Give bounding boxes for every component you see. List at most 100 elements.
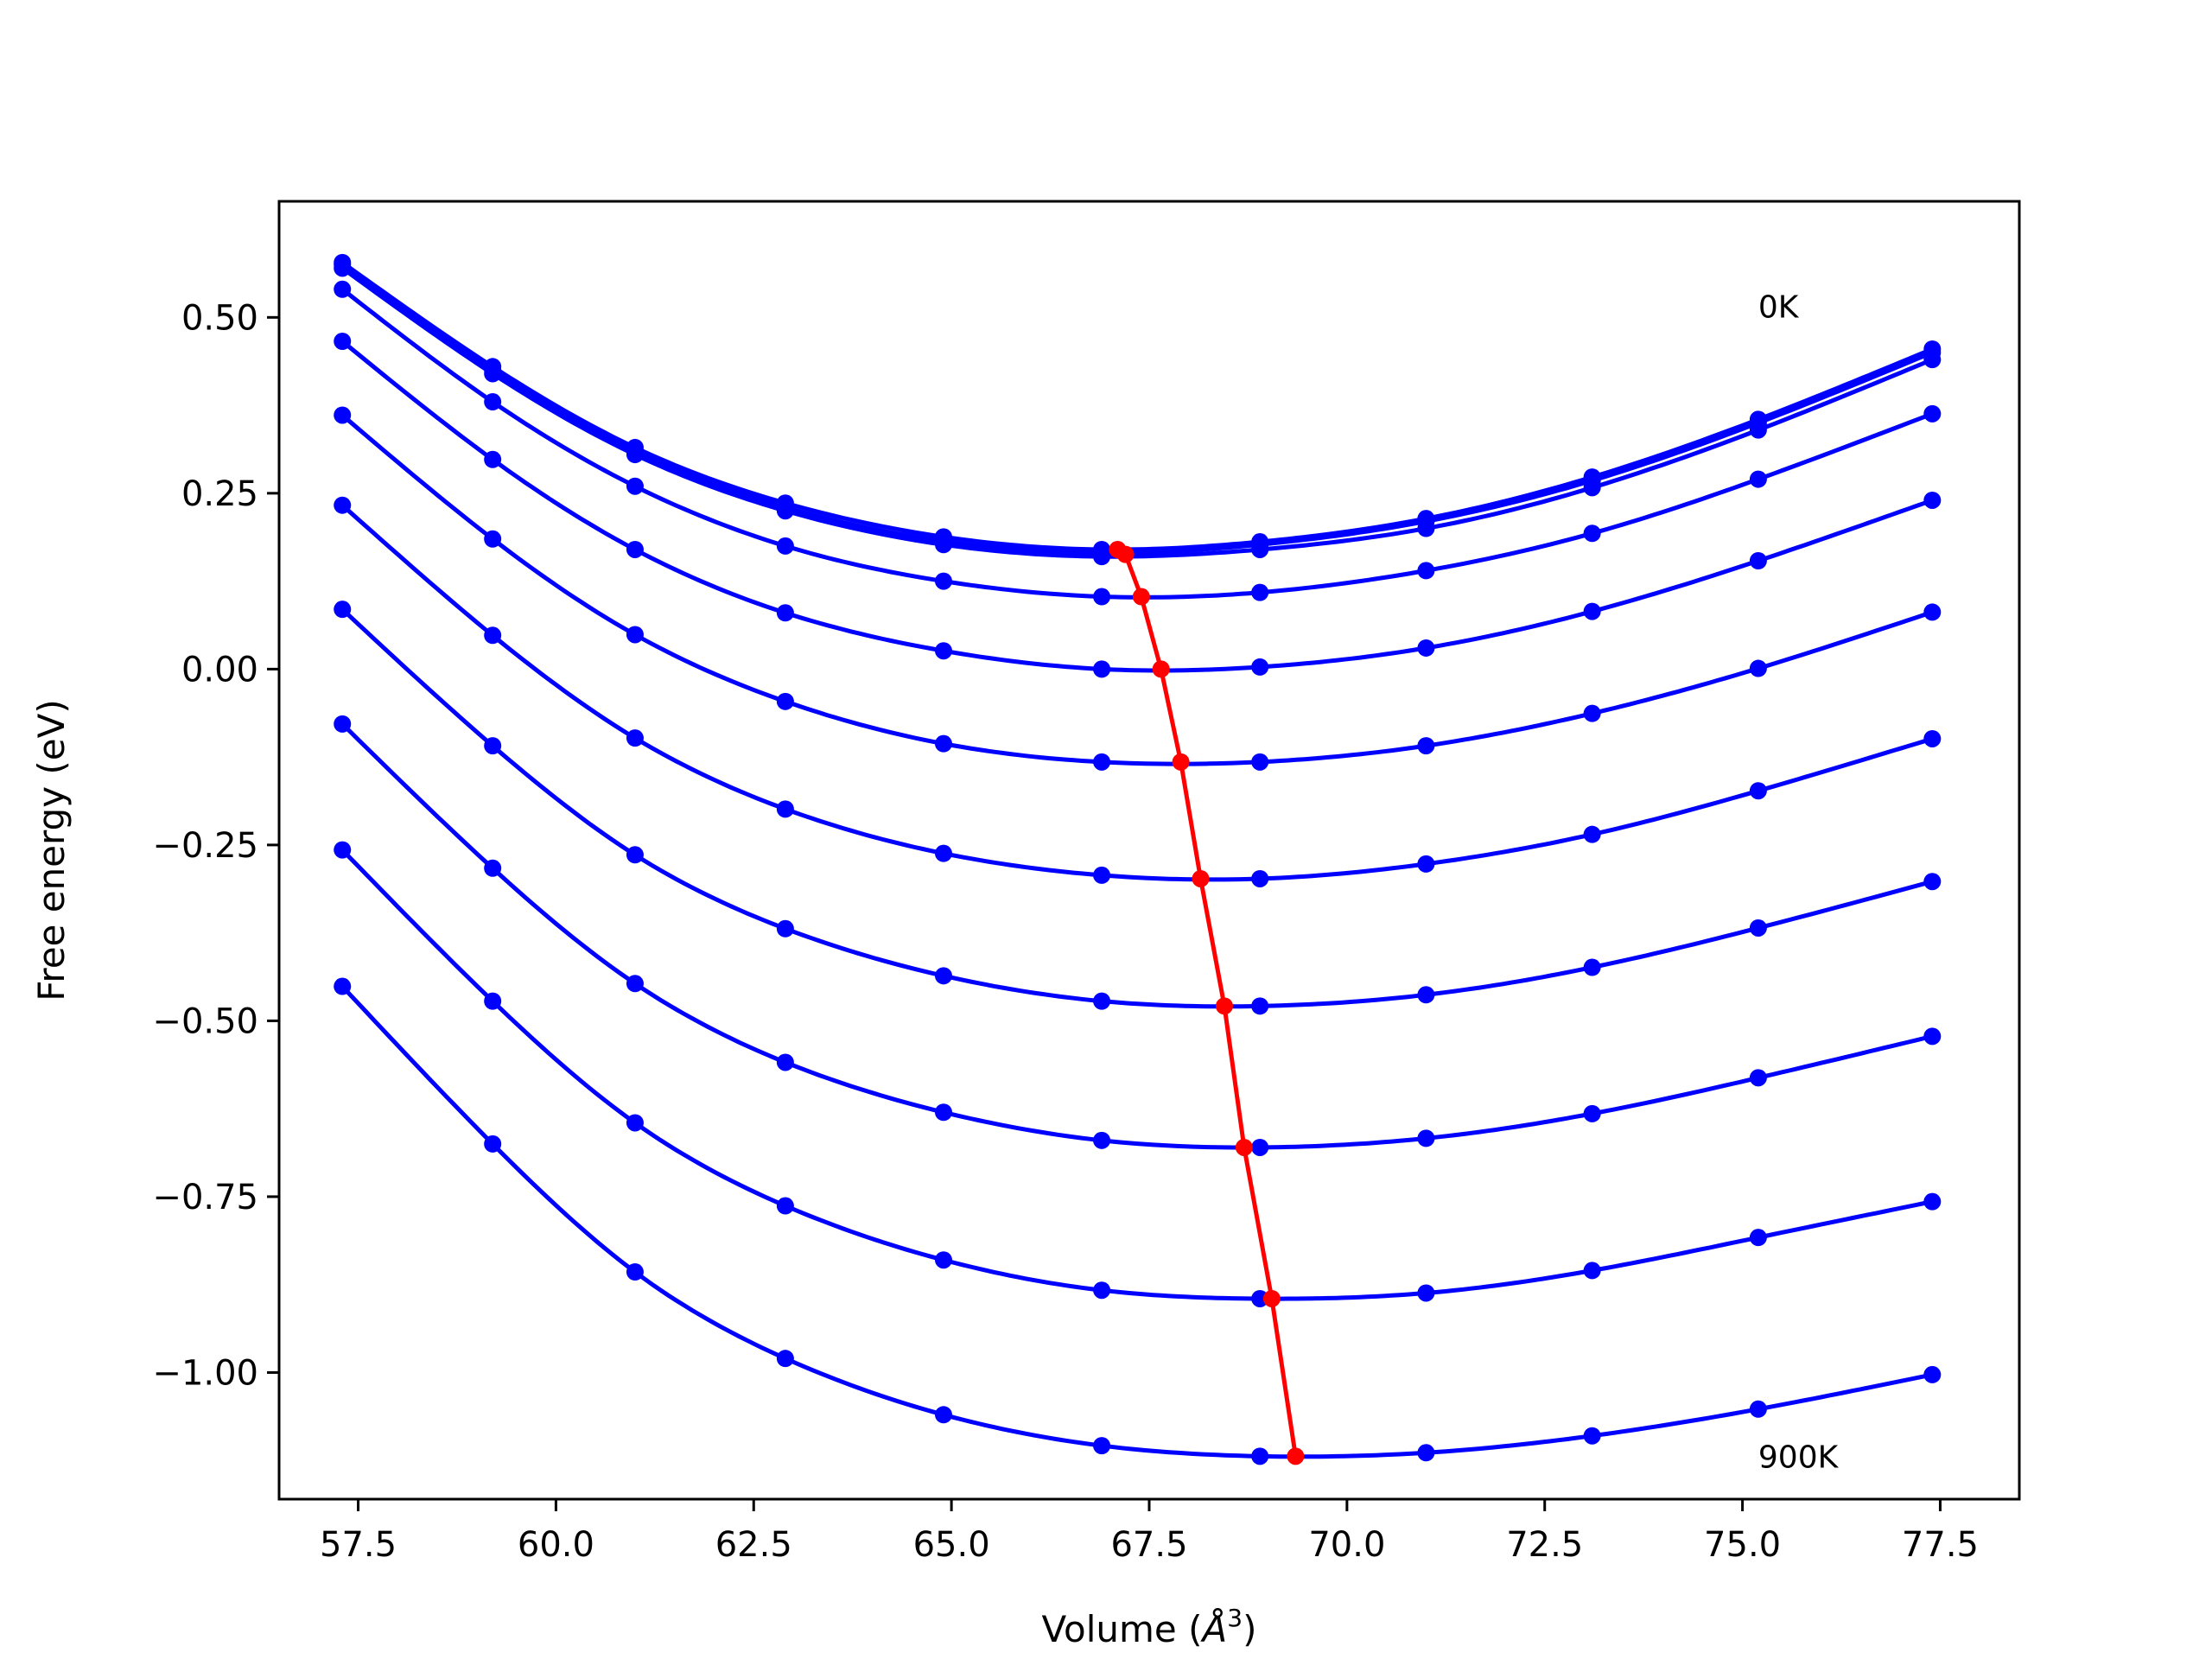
series-10-point-2: [626, 1263, 644, 1281]
x-axis-ticks: 57.5 60.0 62.5 65.0 67.5 70.0 72.5 75.0 77.5: [320, 1499, 1979, 1565]
series-2-point-4: [934, 536, 952, 554]
series-6-point-8: [1583, 825, 1601, 843]
series-8-point-8: [1583, 1104, 1601, 1122]
x-tick-label: 67.5: [1110, 1525, 1187, 1565]
series-4-point-9: [1749, 552, 1767, 570]
series-9-point-6: [1251, 1289, 1269, 1307]
series-4-point-5: [1093, 660, 1111, 678]
annotations: 0K 900K: [1758, 289, 1840, 1475]
series-3-point-2: [626, 477, 644, 495]
series-5-point-5: [1093, 753, 1111, 771]
minima-point-5: [1192, 869, 1210, 887]
series-9-point-3: [776, 1197, 794, 1215]
series-10-point-8: [1583, 1427, 1601, 1445]
minima-point-6: [1215, 997, 1233, 1015]
series-2-point-2: [626, 446, 644, 464]
series-6-point-6: [1251, 869, 1269, 887]
series-6-point-1: [484, 626, 502, 645]
series-2-point-1: [484, 365, 502, 383]
series-8-point-9: [1749, 1069, 1767, 1087]
series-9-point-10: [1923, 1192, 1942, 1211]
y-axis-label: Free energy (eV): [30, 699, 73, 1001]
series-5-point-7: [1417, 737, 1435, 755]
series-9-point-4: [934, 1251, 952, 1269]
series-10-point-10: [1923, 1365, 1942, 1383]
series-3-point-4: [934, 572, 952, 590]
series-8-point-1: [484, 859, 502, 877]
series-5-point-9: [1749, 659, 1767, 677]
series-line-1: [340, 263, 1934, 556]
series-7-point-5: [1093, 992, 1111, 1010]
series-10-point-3: [776, 1350, 794, 1368]
minima-point-3: [1152, 660, 1170, 678]
y-tick-label: 0.00: [181, 650, 258, 690]
series-2-point-5: [1093, 548, 1111, 566]
series-7-point-6: [1251, 997, 1269, 1015]
series-3-point-8: [1583, 524, 1601, 543]
series-6-point-4: [934, 844, 952, 862]
series-4-point-0: [334, 333, 352, 351]
series-8-point-7: [1417, 1129, 1435, 1147]
series-10-point-4: [934, 1406, 952, 1424]
y-tick-label: 0.25: [181, 474, 258, 514]
series-10-point-0: [334, 977, 352, 995]
series-3-point-0: [334, 280, 352, 298]
series-5-point-2: [626, 626, 644, 644]
x-axis-label: Volume (Å3): [1042, 1604, 1257, 1650]
plot-area: [334, 253, 1942, 1465]
series-2-point-0: [334, 259, 352, 277]
series-6-point-3: [776, 800, 794, 818]
series-7-point-1: [484, 737, 502, 755]
series-7-point-7: [1417, 986, 1435, 1004]
series-line-9: [340, 848, 1933, 1301]
x-tick-label: 70.0: [1308, 1525, 1385, 1565]
series-4-point-8: [1583, 602, 1601, 620]
series-7-point-4: [934, 967, 952, 985]
series-2-point-10: [1923, 351, 1942, 369]
series-6-point-2: [626, 729, 644, 747]
series-6-point-7: [1417, 855, 1435, 873]
series-7-point-8: [1583, 958, 1601, 976]
series-2-point-7: [1417, 519, 1435, 537]
series-5-point-4: [934, 734, 952, 753]
minima-point-4: [1172, 753, 1190, 771]
series-8-point-2: [626, 975, 644, 993]
minima-point-1: [1116, 545, 1135, 563]
series-9-point-0: [334, 841, 352, 859]
series-6-point-10: [1923, 729, 1942, 747]
series-8-point-6: [1251, 1138, 1269, 1156]
series-6-point-0: [334, 496, 352, 514]
series-5-point-3: [776, 692, 794, 710]
series-line-2: [340, 266, 1934, 559]
series-9-point-9: [1749, 1229, 1767, 1247]
series-4-point-10: [1923, 491, 1942, 509]
series-5-point-0: [334, 406, 352, 424]
series-6-point-5: [1093, 866, 1111, 884]
y-tick-label: 0.50: [181, 298, 258, 338]
series-10-point-6: [1251, 1447, 1269, 1465]
x-tick-label: 57.5: [320, 1525, 397, 1565]
series-5-point-6: [1251, 753, 1269, 771]
series-7-point-10: [1923, 873, 1942, 891]
annotation-0: 0K: [1758, 289, 1800, 325]
series-line-0: [340, 260, 1934, 552]
y-tick-label: −1.00: [152, 1353, 258, 1393]
series-2-point-3: [776, 502, 794, 520]
series-8-point-5: [1093, 1131, 1111, 1149]
x-tick-label: 77.5: [1902, 1525, 1979, 1565]
series-2-point-9: [1749, 421, 1767, 439]
series-9-point-1: [484, 992, 502, 1010]
series-line-7: [340, 607, 1933, 1009]
x-tick-label: 75.0: [1704, 1525, 1781, 1565]
series-10-point-5: [1093, 1437, 1111, 1455]
y-tick-label: −0.25: [152, 826, 258, 866]
series-4-point-1: [484, 450, 502, 468]
series-line-6: [340, 503, 1934, 882]
series-8-point-3: [776, 1053, 794, 1071]
x-tick-label: 60.0: [518, 1525, 594, 1565]
series-3-point-3: [776, 537, 794, 555]
minima-point-2: [1132, 588, 1150, 606]
series-3-point-5: [1093, 588, 1111, 606]
